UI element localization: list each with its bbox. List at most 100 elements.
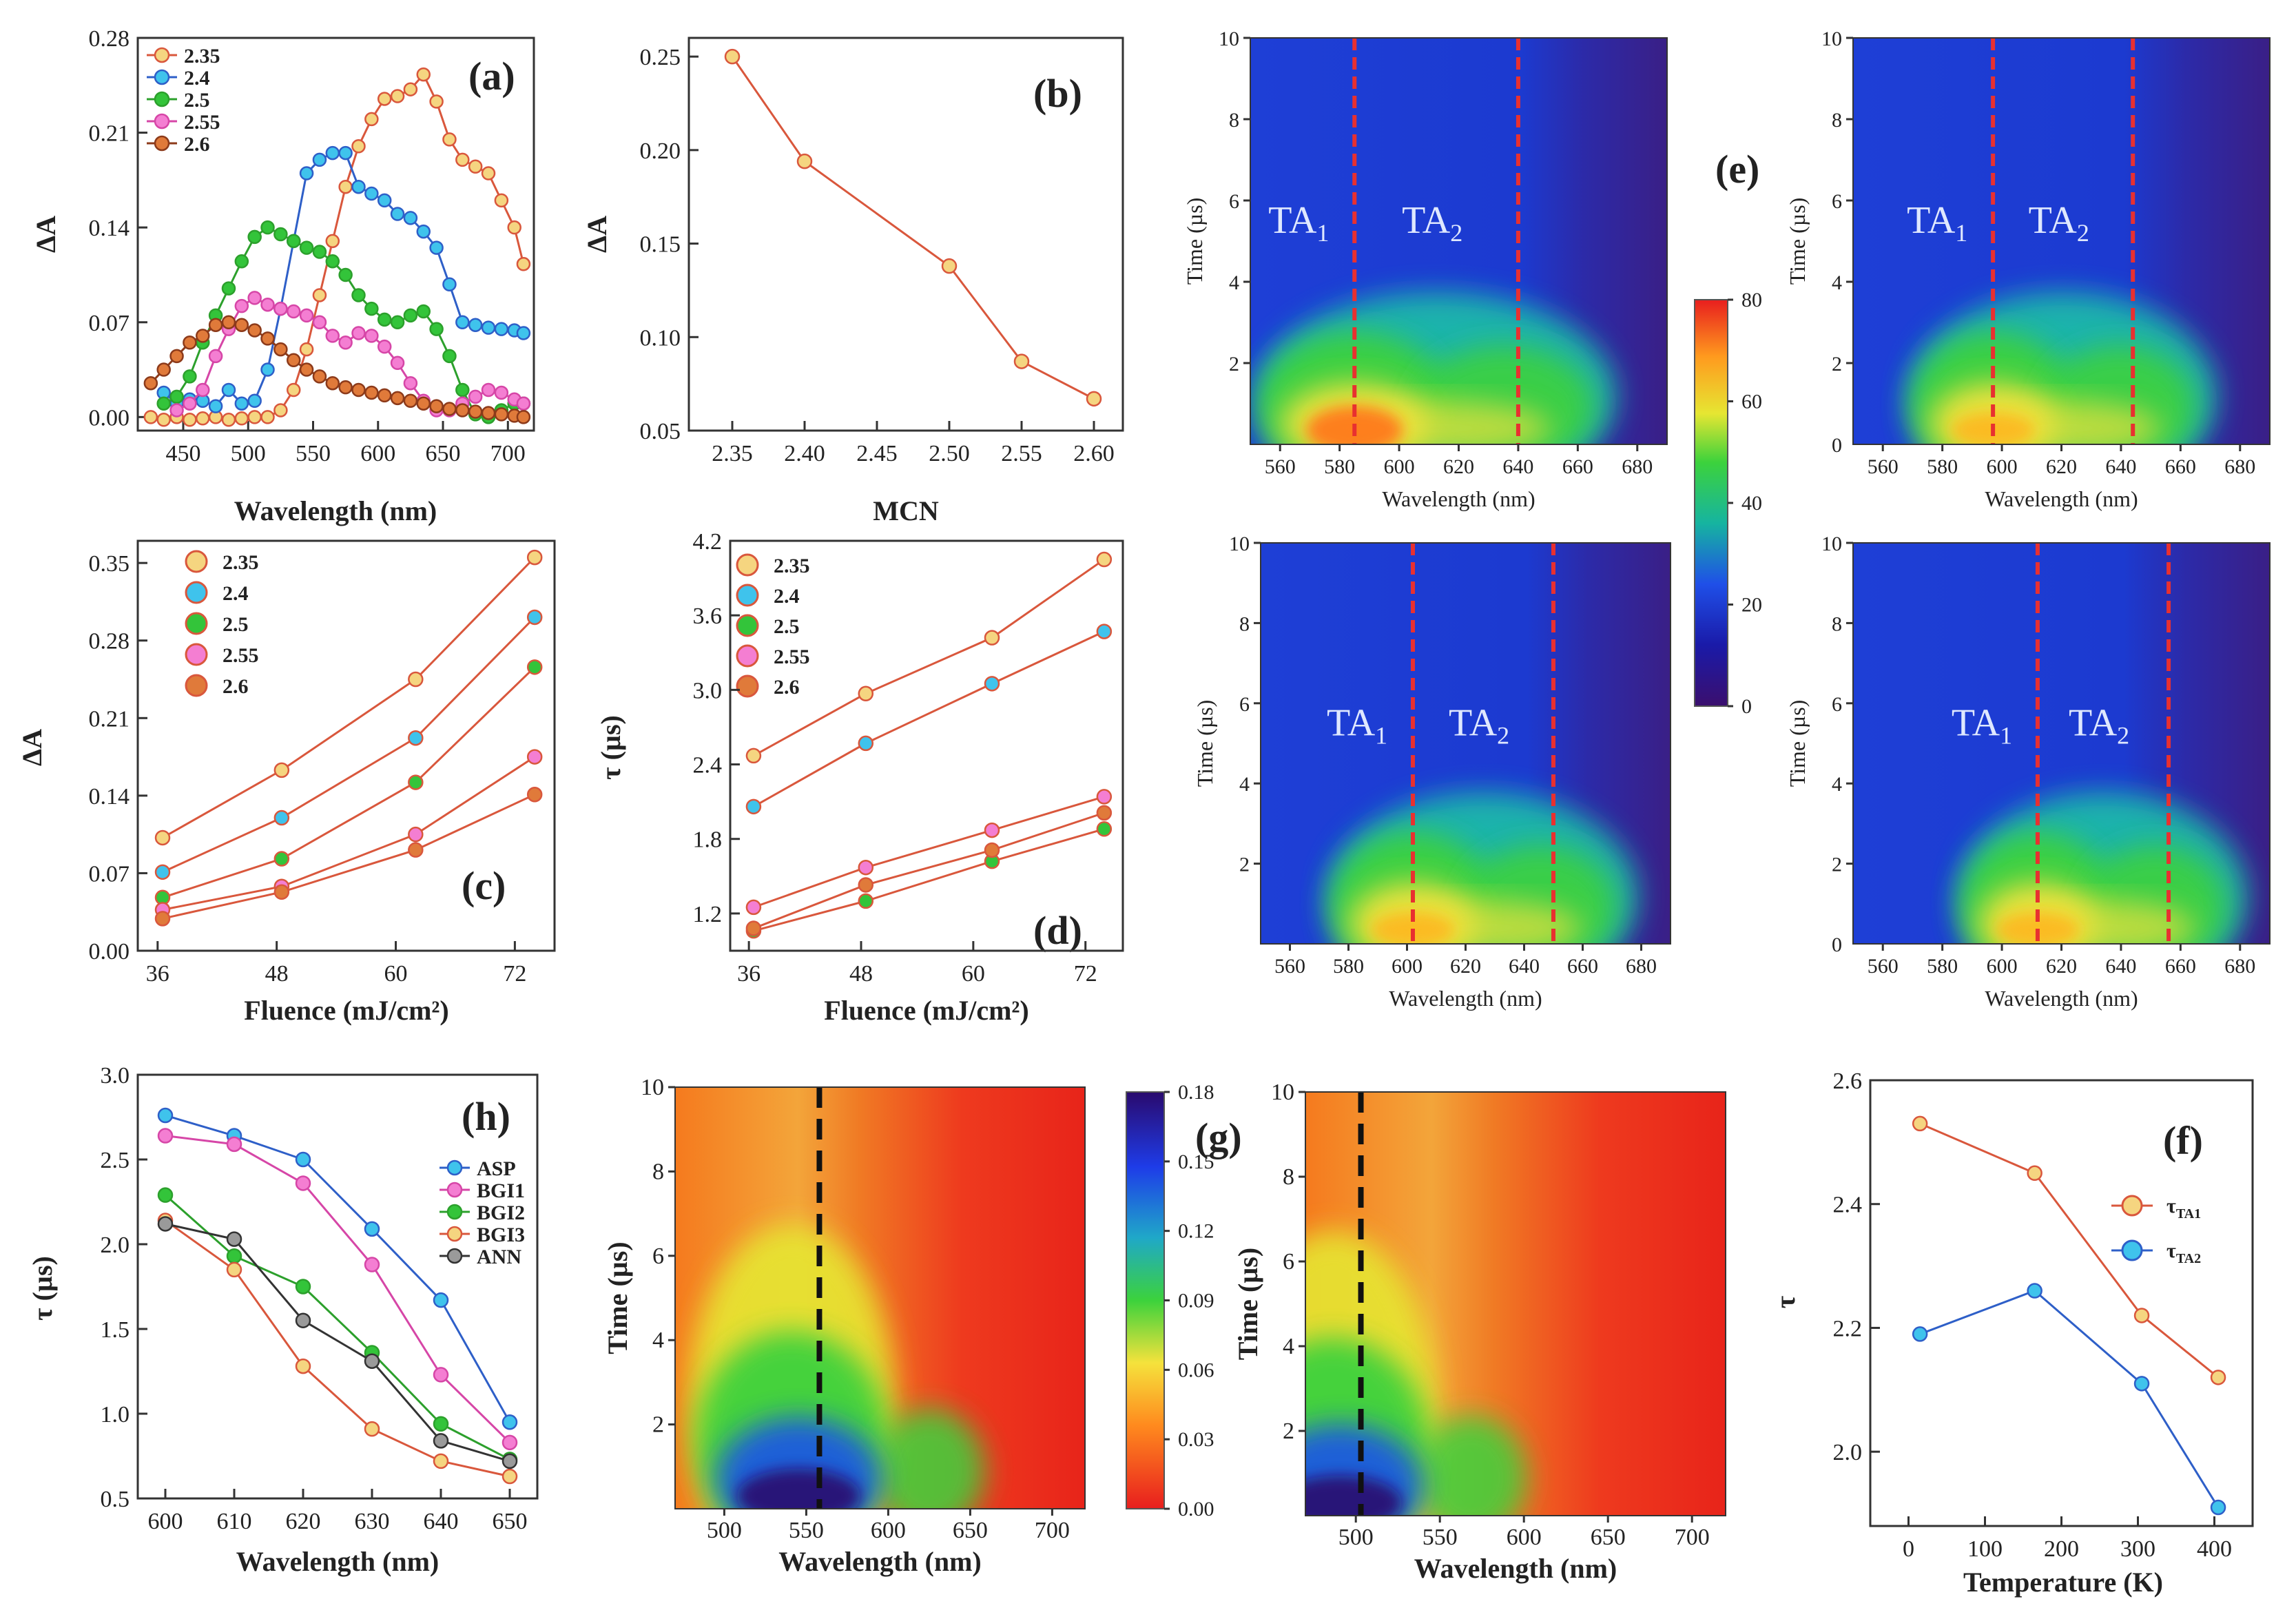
data-point-ASP	[157, 1107, 174, 1124]
x-tick-label: 610	[217, 1509, 252, 1534]
data-point-2.55	[325, 329, 340, 343]
data-point-2.6	[494, 407, 509, 422]
y-tick-label: 4	[1229, 271, 1239, 294]
data-point-ANN	[501, 1453, 518, 1470]
data-point-2.6	[183, 335, 197, 350]
x-tick-label: 2.35	[712, 441, 753, 466]
legend-marker	[185, 643, 208, 666]
x-tick-label: 48	[849, 961, 873, 987]
data-point-2.55	[286, 304, 301, 319]
heatmap-g-2: 500 550 600 650 700 2 4 6 8 10 Wavelength (nm) Time…	[1232, 1080, 1726, 1584]
data-point-BGI3	[295, 1358, 311, 1374]
data-point-2.4	[260, 362, 275, 377]
legend-label-ASP: ASP	[477, 1157, 516, 1180]
data-point-2.4	[745, 798, 762, 815]
signal-green	[1416, 1415, 1527, 1516]
data-point-2.35	[858, 685, 874, 702]
legend-marker	[446, 1204, 463, 1220]
legend-label-2.6: 2.6	[223, 675, 249, 698]
data-point-2.5	[221, 281, 236, 296]
data-point-2.4	[481, 320, 496, 335]
y-tick-label: 10	[1271, 1080, 1294, 1105]
data-point-2.35	[984, 630, 1000, 646]
x-tick-label: 100	[1967, 1536, 2003, 1562]
y-tick-label: 6	[1832, 693, 1842, 716]
y-tick-label: 3.0	[693, 678, 723, 703]
data-point-2.55	[516, 396, 531, 411]
data-point-2.4	[403, 211, 418, 225]
data-point-2.5	[364, 301, 379, 316]
legend-marker	[446, 1159, 463, 1176]
y-tick-label: 10	[1821, 28, 1842, 50]
data-point-2.5	[408, 774, 424, 790]
data-point-2.4	[416, 224, 431, 239]
data-point-ΔA	[941, 258, 958, 274]
x-axis-label-b: MCN	[873, 495, 939, 526]
colorbar-tick-label: 0.03	[1178, 1428, 1214, 1451]
data-point-2.4	[1096, 623, 1113, 639]
data-point-2.6	[260, 331, 275, 346]
series-line-ANN	[165, 1223, 510, 1463]
data-point-2.35	[143, 410, 158, 424]
heatmap-e-3: TA1 TA2 560 580 600 620 640 660 680 2 4 6 8 10 Wavelen…	[1192, 533, 1671, 1011]
panel-label-g: (g)	[1195, 1115, 1242, 1159]
x-tick-label: 650	[493, 1509, 528, 1534]
data-point-ΔA	[796, 153, 813, 169]
legend-label-TA2: τTA2	[2166, 1239, 2201, 1266]
data-point-BGI3	[433, 1453, 449, 1470]
y-tick-label: 6	[1832, 190, 1842, 213]
panel-f: (f) Temperature (K) τ τTA1 τTA2 0 100 200 30…	[1770, 1069, 2254, 1598]
y-tick-label: 0.25	[640, 45, 681, 70]
data-point-τTA1	[2210, 1370, 2226, 1385]
data-point-ASP	[501, 1414, 518, 1430]
data-point-2.5	[234, 254, 249, 269]
data-point-2.55	[390, 355, 405, 370]
x-tick-label: 640	[2105, 455, 2136, 478]
colorbar-g-ticks: 0.00 0.03 0.06 0.09 0.12 0.15 0.18	[1164, 1081, 1214, 1520]
legend-sub: TA1	[2176, 1206, 2201, 1221]
panel-a: (a) Wavelength (nm) ΔA 2.352.42.52.552.6…	[30, 26, 535, 526]
x-tick-label: 580	[1333, 955, 1364, 978]
legend-marker	[185, 674, 208, 697]
heatmap-frame	[674, 1086, 1086, 1509]
legend-marker	[736, 553, 759, 577]
y-axis-label-b: ΔA	[581, 216, 612, 253]
data-point-2.5	[247, 229, 262, 245]
x-tick-label: 680	[2224, 955, 2255, 978]
y-axis-label: Time (µs)	[1785, 198, 1810, 285]
data-point-τTA1	[2133, 1308, 2150, 1323]
data-point-2.55	[247, 291, 262, 305]
data-point-2.55	[234, 298, 249, 313]
data-point-2.5	[273, 851, 290, 867]
data-point-2.35	[416, 67, 431, 82]
data-point-2.4	[247, 393, 262, 409]
y-tick-label: 0.00	[89, 405, 130, 431]
x-tick-label: 620	[2046, 455, 2077, 478]
series-line-2.6	[162, 793, 535, 920]
heatmap-body: TA1 TA2	[1853, 543, 2270, 944]
legend-marker	[736, 644, 759, 668]
ta1-sub: 1	[1955, 219, 1967, 247]
colorbar-e	[1694, 299, 1728, 707]
x-tick-label: 500	[707, 1518, 742, 1543]
legend-marker	[736, 614, 759, 637]
x-tick-label: 580	[1927, 955, 1958, 978]
legend-label-2.55: 2.55	[774, 646, 810, 668]
data-point-2.6	[377, 388, 392, 403]
x-tick-label: 2.40	[784, 441, 825, 466]
x-axis-label-d: Fluence (mJ/cm²)	[824, 995, 1028, 1026]
data-point-2.35	[196, 411, 210, 426]
y-tick-label: 0.07	[89, 861, 130, 887]
plot-frame	[687, 37, 1124, 432]
y-tick-label: 4	[1832, 773, 1842, 796]
data-point-2.35	[481, 166, 496, 181]
heatmap-g-1: 500 550 600 650 700 2 4 6 8 10 Wavelength (nm) Time…	[602, 1075, 1086, 1577]
x-tick-label: 580	[1927, 455, 1958, 478]
data-point-2.5	[858, 893, 874, 909]
x-tick-label: 650	[426, 441, 461, 466]
legend-label-BGI2: BGI2	[477, 1202, 525, 1224]
legend-marker	[185, 550, 208, 573]
x-tick-label: 620	[286, 1509, 321, 1534]
data-point-2.4	[377, 193, 392, 208]
legend-marker	[154, 91, 170, 107]
